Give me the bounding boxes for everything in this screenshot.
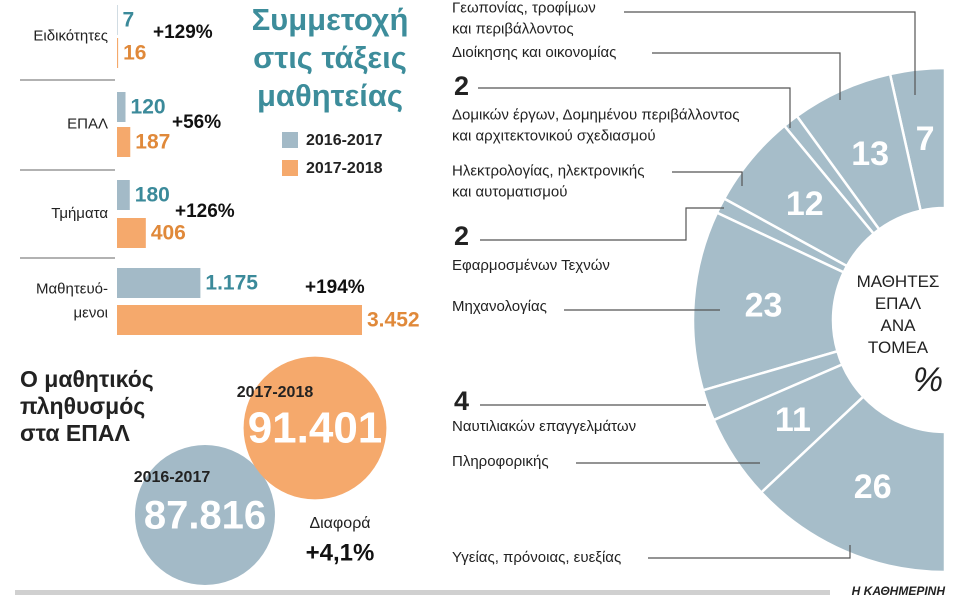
source: Η ΚΑΘΗΜΕΡΙΝΗ [852, 584, 946, 598]
bar [117, 127, 131, 157]
bar [117, 218, 146, 248]
bubble [135, 445, 275, 585]
category-label: Υγείας, πρόνοιας, ευεξίας [452, 549, 621, 566]
value-label: 1.175 [205, 272, 258, 295]
category-label: Ηλεκτρολογίας, ηλεκτρονικής και αυτοματισ… [452, 162, 644, 200]
value-label: 180 [135, 184, 170, 207]
leader-line [652, 52, 841, 100]
leader-line [672, 171, 743, 186]
footer-bar [15, 590, 830, 595]
change-label: +126% [175, 201, 235, 222]
legend-swatch [282, 132, 298, 148]
bar [117, 268, 201, 298]
donut-unit: % [913, 361, 943, 399]
chart-title: Ο μαθητικός πληθυσμός στα ΕΠΑΛ [20, 366, 154, 446]
category-label: Μηχανολογίας [452, 298, 547, 315]
category-label: Γεωπονίας, τροφίμων και περιβάλλοντος [452, 0, 596, 37]
change-label: +129% [153, 22, 213, 43]
value-label: 406 [151, 222, 186, 245]
value-label: 7 [916, 120, 935, 158]
value-label: 3.452 [367, 309, 420, 332]
leader-line [648, 545, 851, 559]
category-label: Διοίκησης και οικονομίας [452, 44, 616, 61]
change-label: +194% [305, 277, 365, 298]
bubble-value: 87.816 [144, 494, 266, 538]
legend-label: 2016-2017 [306, 132, 383, 149]
legend-swatch [282, 160, 298, 176]
bubble [243, 356, 387, 500]
difference-value: +4,1% [306, 539, 375, 566]
category-label: ΕΠΑΛ [67, 115, 108, 132]
bar [117, 180, 130, 210]
category-label: Μαθητευό-μενοι [36, 280, 108, 321]
bubble-year: 2017-2018 [237, 384, 314, 401]
change-label: +56% [172, 112, 221, 133]
bar [117, 305, 362, 335]
category-label: Τμήματα [51, 205, 108, 222]
category-label: Εφαρμοσμένων Τεχνών [452, 257, 610, 274]
category-label: Πληροφορικής [452, 453, 549, 470]
legend-label: 2017-2018 [306, 160, 383, 177]
value-label: 7 [122, 9, 134, 32]
category-label: Ειδικότητες [33, 27, 108, 44]
category-label: Ναυτιλιακών επαγγελμάτων [452, 418, 636, 435]
leader-line [478, 87, 791, 128]
value-label: 2 [454, 71, 469, 101]
bubble-value: 91.401 [248, 404, 383, 453]
value-label: 26 [854, 468, 892, 506]
leader-line [624, 11, 916, 95]
value-label: 23 [745, 287, 783, 325]
bar [117, 92, 126, 122]
value-label: 13 [851, 135, 889, 173]
bar [117, 38, 119, 68]
donut-title: ΜΑΘΗΤΕΣ ΕΠΑΛ ΑΝΑ ΤΟΜΕΑ [857, 272, 940, 357]
leader-line [480, 207, 724, 241]
bubble-year: 2016-2017 [134, 469, 211, 486]
category-label: Δομικών έργων, Δομημένου περιβάλλοντος κα… [452, 106, 739, 144]
value-label: 4 [454, 386, 469, 416]
difference-label: Διαφορά [309, 515, 370, 532]
value-label: 16 [123, 42, 146, 65]
value-label: 2 [454, 221, 469, 251]
value-label: 11 [775, 401, 811, 439]
chart-title: Συμμετοχή στις τάξεις μαθητείας [252, 2, 409, 113]
value-label: 187 [135, 131, 170, 154]
value-label: 120 [131, 96, 166, 119]
donut-segment [759, 394, 947, 574]
value-label: 12 [786, 185, 824, 223]
